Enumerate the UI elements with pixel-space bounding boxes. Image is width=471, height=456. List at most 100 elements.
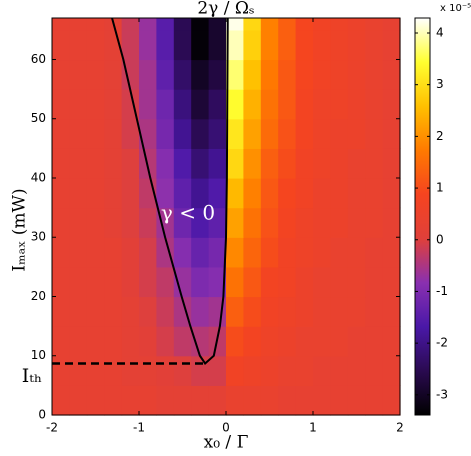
heatmap-cell (365, 59, 384, 90)
heatmap-cell (243, 59, 262, 90)
heatmap-cell (330, 18, 349, 31)
heatmap-cell (243, 148, 262, 179)
heatmap-cell (347, 177, 366, 209)
heatmap-cell (173, 29, 192, 61)
y-tick-label: 20 (31, 289, 46, 303)
heatmap-cell (173, 355, 192, 386)
heatmap-cell (104, 296, 123, 327)
heatmap-cell (173, 266, 192, 298)
heatmap-cell (104, 326, 123, 357)
heatmap-cell (156, 29, 175, 61)
heatmap-cell (226, 148, 244, 179)
heatmap-cell (191, 177, 210, 209)
heatmap-cell (365, 355, 384, 386)
heatmap-cell (330, 296, 349, 327)
heatmap-cell (260, 59, 279, 90)
heatmap-cell (191, 207, 210, 238)
heatmap-cell (226, 29, 244, 61)
heatmap-cell (104, 207, 123, 238)
heatmap-cell (156, 89, 175, 120)
heatmap-cell (313, 237, 331, 268)
heatmap-cell (86, 237, 105, 268)
heatmap-cell (69, 237, 88, 268)
heatmap-cell (278, 326, 297, 357)
heatmap-cell (260, 148, 279, 179)
heatmap-cell (104, 237, 123, 268)
heatmap-cell (173, 177, 192, 209)
heatmap-cell (330, 355, 349, 386)
y-tick-label: 40 (31, 170, 46, 184)
heatmap-cell (226, 118, 244, 149)
heatmap-cell (52, 148, 70, 179)
x-axis-label: x₀ / Γ (204, 433, 249, 453)
heatmap-cell (295, 148, 314, 179)
heatmap-cell (191, 385, 210, 416)
heatmap-cell (191, 355, 210, 386)
heatmap-cell (139, 207, 157, 238)
heatmap-cell (347, 18, 366, 31)
heatmap-cell (313, 266, 331, 298)
heatmap-cell (243, 177, 262, 209)
heatmap-cell (260, 177, 279, 209)
heatmap-cell (330, 266, 349, 298)
heatmap-cell (52, 326, 70, 357)
heatmap-cell (347, 89, 366, 120)
heatmap-cell (104, 89, 123, 120)
heatmap-cell (104, 148, 123, 179)
heatmap-cell (191, 266, 210, 298)
heatmap-cell (243, 326, 262, 357)
heatmap-cell (243, 18, 262, 31)
heatmap-cell (139, 296, 157, 327)
heatmap-cell (191, 29, 210, 61)
heatmap-cell (347, 29, 366, 61)
heatmap-cell (139, 266, 157, 298)
heatmap-cell (365, 118, 384, 149)
colorbar-tick-label: -2 (436, 336, 448, 350)
heatmap-cell (365, 18, 384, 31)
heatmap-cell (330, 118, 349, 149)
heatmap-cell (260, 118, 279, 149)
heatmap-cell (226, 177, 244, 209)
y-tick-label: 30 (31, 230, 46, 244)
heatmap-cell (382, 177, 401, 209)
heatmap-cell (226, 207, 244, 238)
heatmap-cell (156, 237, 175, 268)
heatmap-cell (226, 18, 244, 31)
heatmap-cell (86, 326, 105, 357)
heatmap-cell (191, 326, 210, 357)
heatmap-cell (104, 385, 123, 416)
heatmap-cell (365, 89, 384, 120)
heatmap-cell (104, 59, 123, 90)
heatmap-cell (260, 326, 279, 357)
heatmap-cell (139, 29, 157, 61)
colorbar-tick-label: 1 (436, 181, 444, 195)
y-tick-label: 10 (31, 348, 46, 362)
heatmap-cell (295, 29, 314, 61)
heatmap-cell (156, 326, 175, 357)
heatmap-cell (365, 148, 384, 179)
colorbar-tick-label: -3 (436, 387, 448, 401)
heatmap-cell (52, 59, 70, 90)
heatmap-cell (52, 118, 70, 149)
y-tick-label: 60 (31, 52, 46, 66)
x-tick-label: 1 (309, 421, 317, 435)
heatmap-cell (52, 29, 70, 61)
heatmap-cell (226, 266, 244, 298)
heatmap-cell (52, 177, 70, 209)
heatmap-cell (156, 118, 175, 149)
heatmap-cell (86, 118, 105, 149)
heatmap-cell (382, 326, 401, 357)
heatmap-cell (313, 18, 331, 31)
heatmap-cell (226, 296, 244, 327)
heatmap-cell (382, 355, 401, 386)
heatmap-cell (260, 89, 279, 120)
heatmap-cell (243, 266, 262, 298)
heatmap-cell (52, 385, 70, 416)
heatmap-cell (86, 89, 105, 120)
heatmap-cell (382, 89, 401, 120)
heatmap-cell (208, 89, 227, 120)
heatmap-cell (295, 355, 314, 386)
heatmap-cell (330, 385, 349, 416)
heatmap-cell (156, 177, 175, 209)
heatmap-cell (347, 207, 366, 238)
